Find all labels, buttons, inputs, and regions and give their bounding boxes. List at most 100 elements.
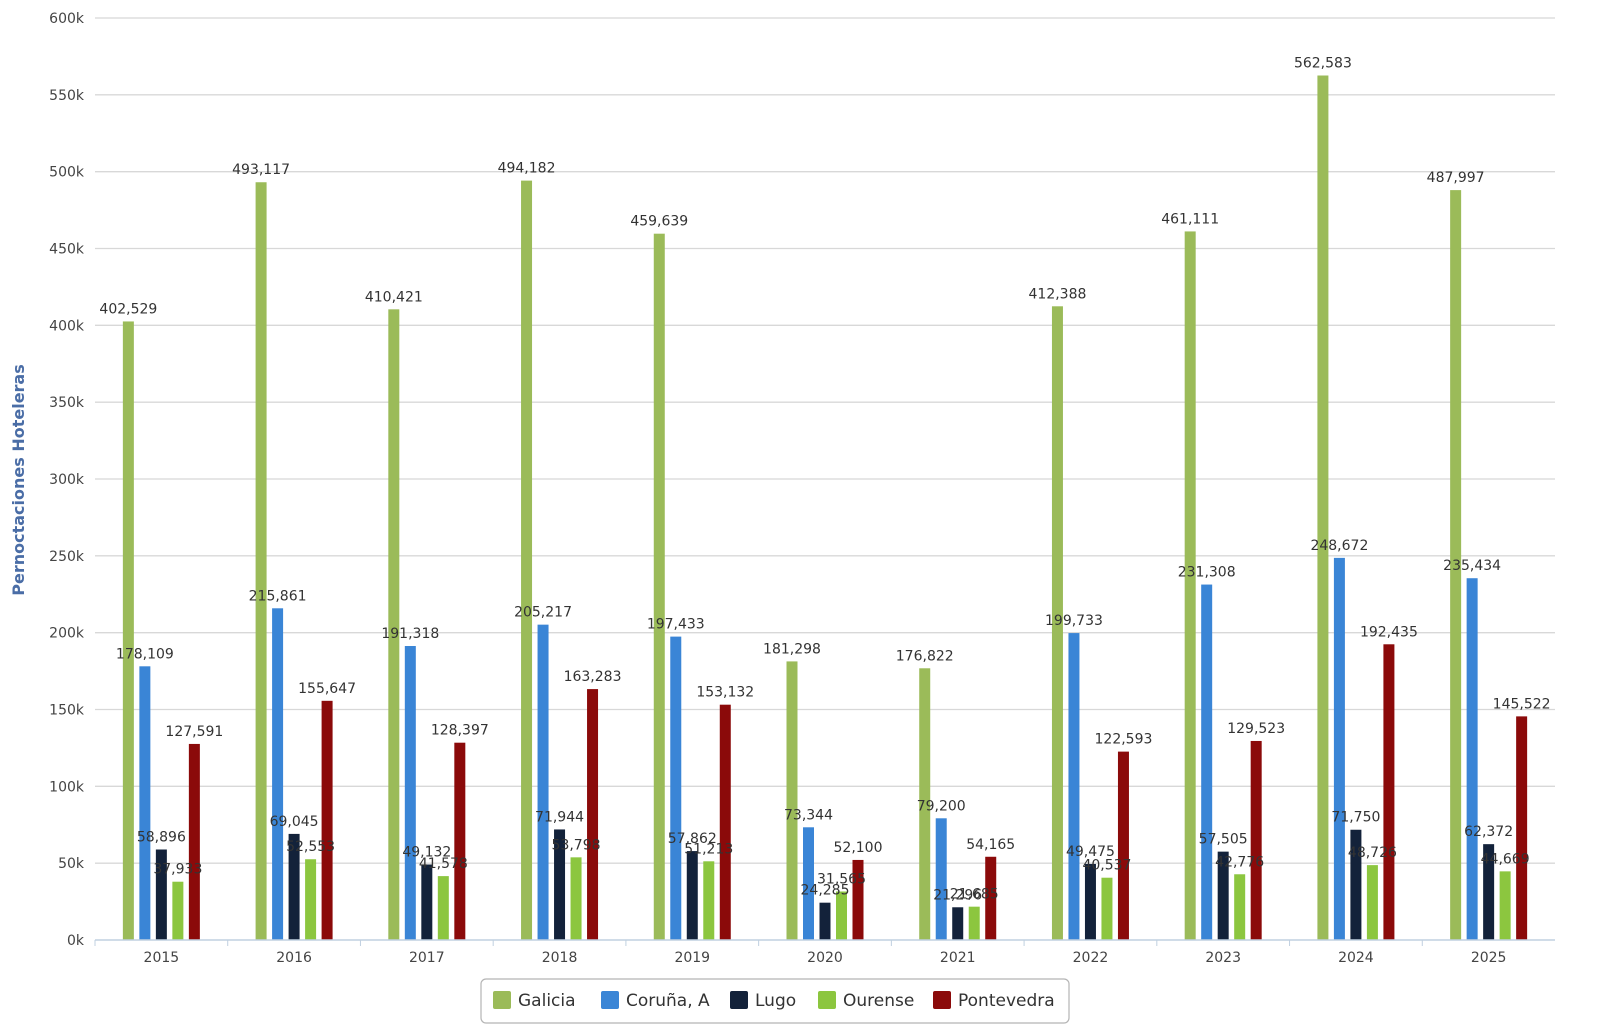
bar-ourense-2017: [437, 876, 449, 940]
y-tick-label: 500k: [49, 165, 85, 181]
bar-lugo-2025: [1483, 844, 1495, 940]
data-label: 178,109: [116, 646, 174, 662]
bar-lugo-2020: [819, 902, 831, 940]
x-tick-label: 2023: [1205, 950, 1241, 966]
x-tick-label: 2025: [1471, 950, 1507, 966]
legend-box: [480, 978, 1070, 1024]
data-label: 459,639: [630, 214, 688, 230]
bar-ourense-2020: [836, 891, 847, 940]
x-tick-label: 2024: [1338, 950, 1374, 966]
legend-item[interactable]: Coruña, A: [626, 991, 710, 1011]
data-label: 129,523: [1227, 721, 1285, 737]
legend-swatch: [601, 991, 619, 1009]
bar-pontevedra-2025: [1516, 716, 1528, 940]
legend-item[interactable]: Galicia: [518, 991, 576, 1011]
x-axis-ticks: 2015 2016 2017 2018 2019 2020 2021 2022 2023 2024…: [94, 940, 1507, 966]
data-label: 49,132: [402, 845, 451, 861]
data-label: 199,733: [1045, 613, 1103, 629]
data-label: 31,565: [817, 871, 866, 887]
bars: [122, 75, 1528, 941]
legend-swatch: [730, 991, 748, 1009]
x-tick-label: 2022: [1073, 950, 1109, 966]
legend-swatch: [933, 991, 951, 1009]
data-label: 128,397: [431, 723, 489, 739]
data-label: 163,283: [564, 669, 622, 685]
data-label: 562,583: [1294, 55, 1352, 71]
data-labels: 402,529 178,109 58,896 37,933 127,591 493,117…: [99, 55, 1550, 903]
data-label: 493,117: [232, 162, 290, 178]
data-label: 494,182: [498, 161, 556, 177]
bar-coru-a-a-2017: [404, 646, 416, 940]
bar-pontevedra-2023: [1250, 740, 1262, 940]
x-tick-label: 2021: [940, 950, 976, 966]
bar-coru-a-a-2024: [1333, 557, 1345, 940]
legend-item[interactable]: Lugo: [755, 991, 796, 1011]
bar-galicia-2016: [255, 182, 267, 941]
y-tick-label: 550k: [49, 88, 85, 104]
legend-item[interactable]: Pontevedra: [958, 991, 1055, 1011]
bar-galicia-2023: [1184, 231, 1196, 941]
data-label: 40,537: [1082, 858, 1131, 874]
bar-lugo-2021: [952, 907, 964, 940]
data-label: 155,647: [298, 681, 356, 697]
bar-lugo-2018: [554, 829, 566, 940]
x-tick-label: 2020: [807, 950, 843, 966]
data-label: 215,861: [249, 588, 307, 604]
bar-pontevedra-2021: [985, 856, 997, 940]
data-label: 52,553: [286, 839, 335, 855]
bar-coru-a-a-2020: [803, 827, 814, 940]
data-label: 69,045: [270, 814, 319, 830]
bar-ourense-2021: [968, 906, 980, 940]
bar-ourense-2025: [1499, 871, 1511, 940]
data-label: 461,111: [1161, 211, 1219, 227]
data-label: 57,862: [668, 831, 717, 847]
x-tick-label: 2015: [144, 950, 180, 966]
bar-galicia-2020: [786, 661, 798, 940]
bar-lugo-2016: [288, 833, 300, 940]
bar-coru-a-a-2016: [272, 608, 284, 940]
x-tick-label: 2016: [276, 950, 312, 966]
data-label: 44,669: [1481, 851, 1530, 867]
data-label: 122,593: [1095, 732, 1153, 748]
data-label: 192,435: [1360, 624, 1418, 640]
y-tick-label: 50k: [58, 856, 85, 872]
gridlines: [95, 17, 1555, 864]
y-tick-label: 300k: [49, 472, 85, 488]
bar-pontevedra-2016: [321, 700, 333, 940]
bar-galicia-2025: [1450, 190, 1462, 941]
bar-pontevedra-2015: [188, 743, 200, 940]
data-label: 176,822: [896, 648, 954, 664]
bar-ourense-2019: [703, 861, 715, 940]
data-label: 248,672: [1310, 538, 1368, 554]
y-tick-label: 200k: [49, 626, 85, 642]
bar-ourense-2024: [1366, 865, 1378, 940]
bar-galicia-2022: [1051, 306, 1063, 940]
y-tick-label: 350k: [49, 395, 85, 411]
bar-ourense-2016: [305, 859, 317, 940]
bar-coru-a-a-2022: [1068, 633, 1080, 940]
bar-galicia-2021: [919, 668, 931, 940]
data-label: 153,132: [696, 685, 754, 701]
bar-lugo-2024: [1350, 829, 1362, 940]
y-tick-label: 600k: [49, 11, 85, 27]
bar-coru-a-a-2021: [935, 818, 947, 940]
bar-galicia-2018: [521, 180, 533, 940]
bar-ourense-2015: [172, 881, 184, 940]
x-tick-label: 2017: [409, 950, 445, 966]
data-label: 231,308: [1178, 565, 1236, 581]
bar-galicia-2019: [653, 233, 665, 941]
data-label: 235,434: [1443, 558, 1501, 574]
data-label: 127,591: [165, 724, 223, 740]
bar-pontevedra-2020: [852, 859, 864, 940]
legend-swatch: [493, 991, 511, 1009]
data-label: 412,388: [1029, 286, 1087, 302]
data-label: 73,344: [784, 807, 833, 823]
data-label: 181,298: [763, 641, 821, 657]
bar-coru-a-a-2025: [1466, 578, 1478, 940]
legend-item[interactable]: Ourense: [843, 991, 914, 1011]
data-label: 42,776: [1215, 854, 1264, 870]
bar-galicia-2024: [1317, 75, 1329, 941]
data-label: 21,685: [950, 887, 999, 903]
data-label: 49,475: [1066, 844, 1115, 860]
